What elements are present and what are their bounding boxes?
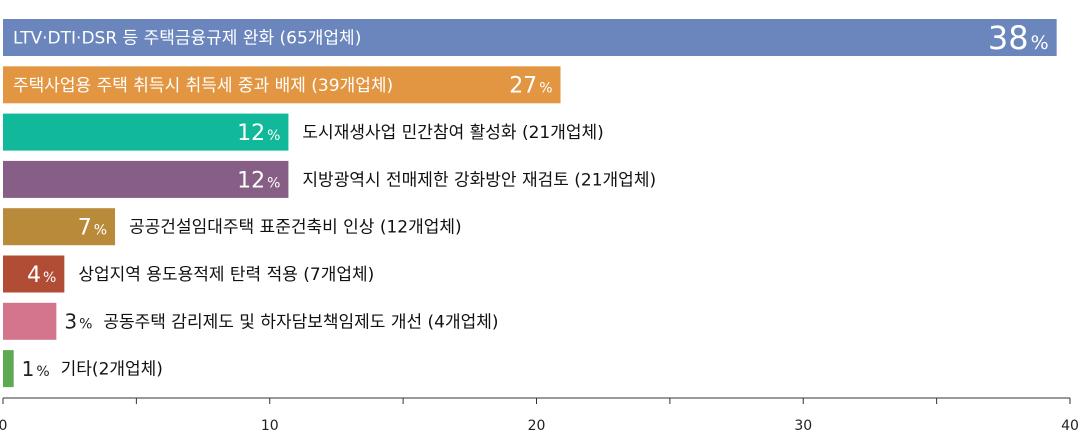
category-label-8: 기타(2개업체) <box>61 360 163 380</box>
category-label-6: 상업지역 용도용적제 탄력 적용 (7개업체) <box>78 265 374 285</box>
value-label-1: 38% <box>988 19 1049 57</box>
category-label-7: 공동주택 감리제도 및 하자담보책임제도 개선 (4개업체) <box>103 312 498 332</box>
x-tick-label: 30 <box>794 418 812 434</box>
bar-8 <box>3 350 14 388</box>
value-label-2: 27% <box>509 74 552 99</box>
category-label-4: 지방광역시 전매제한 강화방안 재검토 (21개업체) <box>302 170 656 190</box>
value-label-7: 3% <box>64 310 92 334</box>
bar-2 <box>3 66 561 104</box>
category-label-5: 공공건설임대주택 표준건축비 인상 (12개업체) <box>129 218 462 238</box>
value-label-4: 12% <box>237 168 280 193</box>
bar-7 <box>3 302 57 340</box>
value-label-3: 12% <box>237 121 280 146</box>
bar-4 <box>3 160 289 198</box>
bar-6 <box>3 255 65 293</box>
bar-5 <box>3 208 116 246</box>
category-label-3: 도시재생사업 민간참여 활성화 (21개업체) <box>302 123 603 143</box>
x-tick-label: 0 <box>0 418 7 434</box>
value-label-5: 7% <box>78 216 107 241</box>
x-tick-label: 10 <box>261 418 279 434</box>
bar-3 <box>3 113 289 151</box>
x-tick-label: 40 <box>1061 418 1079 434</box>
category-label-2: 주택사업용 주택 취득시 취득세 중과 배제 (39개업체) <box>13 76 393 96</box>
bar-1 <box>3 19 1057 56</box>
category-label-1: LTV·DTI·DSR 등 주택금융규제 완화 (65개업체) <box>13 29 361 49</box>
x-tick-label: 20 <box>528 418 546 434</box>
value-label-6: 4% <box>27 263 56 288</box>
value-label-8: 1% <box>22 357 50 381</box>
